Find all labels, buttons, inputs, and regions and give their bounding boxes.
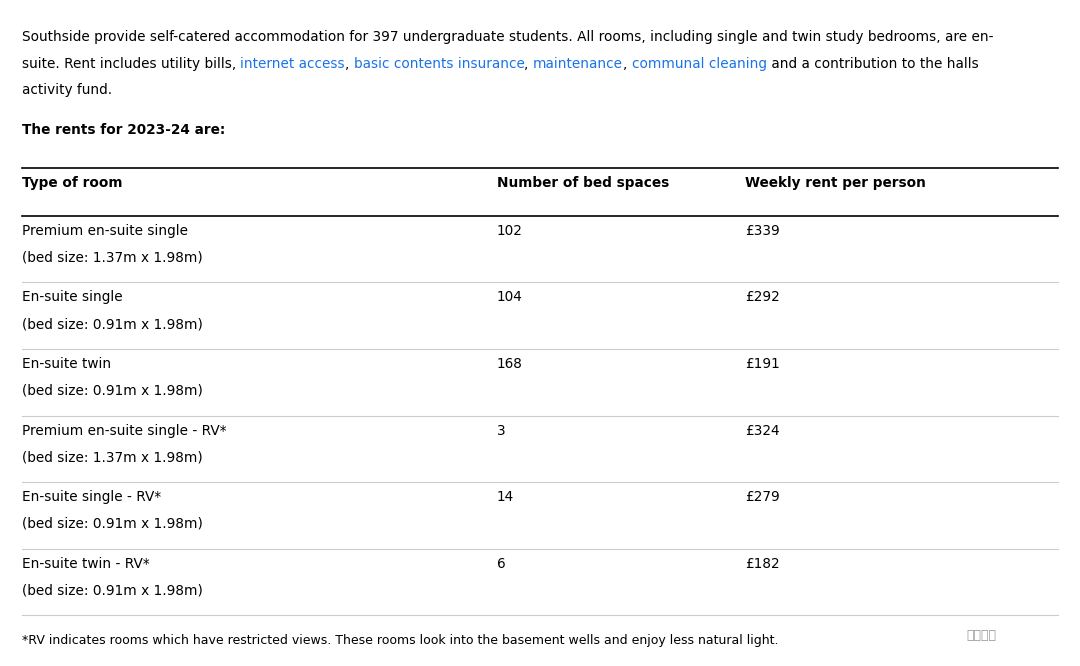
Text: En-suite twin - RV*: En-suite twin - RV* [22, 557, 149, 571]
Text: ,: , [345, 57, 353, 71]
Text: Southside provide self-catered accommodation for 397 undergraduate students. All: Southside provide self-catered accommoda… [22, 30, 994, 44]
Text: communal cleaning: communal cleaning [632, 57, 767, 71]
Text: 6: 6 [497, 557, 505, 571]
Text: £191: £191 [745, 357, 780, 371]
Text: 104: 104 [497, 290, 523, 304]
Text: Number of bed spaces: Number of bed spaces [497, 176, 669, 190]
Text: £339: £339 [745, 224, 780, 238]
Text: £279: £279 [745, 490, 780, 504]
Text: basic contents insurance: basic contents insurance [353, 57, 525, 71]
Text: Premium en-suite single: Premium en-suite single [22, 224, 188, 238]
Text: Type of room: Type of room [22, 176, 122, 190]
Text: £324: £324 [745, 424, 780, 438]
Text: £292: £292 [745, 290, 780, 304]
Text: ,: , [623, 57, 632, 71]
Text: (bed size: 1.37m x 1.98m): (bed size: 1.37m x 1.98m) [22, 450, 202, 464]
Text: internet access: internet access [240, 57, 345, 71]
Text: Premium en-suite single - RV*: Premium en-suite single - RV* [22, 424, 226, 438]
Text: (bed size: 1.37m x 1.98m): (bed size: 1.37m x 1.98m) [22, 250, 202, 264]
Text: *RV indicates rooms which have restricted views. These rooms look into the basem: *RV indicates rooms which have restricte… [22, 634, 778, 647]
Text: and a contribution to the halls: and a contribution to the halls [767, 57, 978, 71]
Text: En-suite single: En-suite single [22, 290, 122, 304]
Text: (bed size: 0.91m x 1.98m): (bed size: 0.91m x 1.98m) [22, 583, 202, 597]
Text: (bed size: 0.91m x 1.98m): (bed size: 0.91m x 1.98m) [22, 517, 202, 531]
Text: Weekly rent per person: Weekly rent per person [745, 176, 926, 190]
Text: suite. Rent includes utility bills,: suite. Rent includes utility bills, [22, 57, 240, 71]
Text: activity fund.: activity fund. [22, 83, 111, 97]
Text: £182: £182 [745, 557, 780, 571]
Text: ,: , [525, 57, 534, 71]
Text: En-suite twin: En-suite twin [22, 357, 111, 371]
Text: 168: 168 [497, 357, 523, 371]
Text: 3: 3 [497, 424, 505, 438]
Text: (bed size: 0.91m x 1.98m): (bed size: 0.91m x 1.98m) [22, 317, 202, 331]
Text: 剑藤教育: 剑藤教育 [967, 629, 997, 643]
Text: maintenance: maintenance [534, 57, 623, 71]
Text: 102: 102 [497, 224, 523, 238]
Text: The rents for 2023-24 are:: The rents for 2023-24 are: [22, 123, 225, 137]
Text: 14: 14 [497, 490, 514, 504]
Text: (bed size: 0.91m x 1.98m): (bed size: 0.91m x 1.98m) [22, 384, 202, 398]
Text: En-suite single - RV*: En-suite single - RV* [22, 490, 161, 504]
